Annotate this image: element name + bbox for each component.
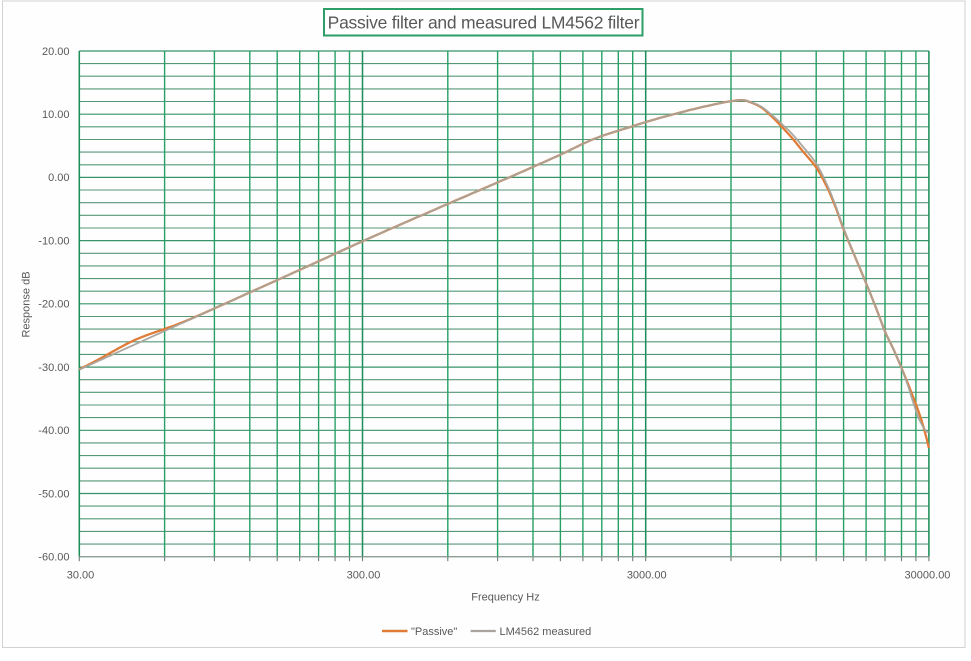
svg-text:10.00: 10.00 <box>42 109 70 121</box>
svg-text:Response dB: Response dB <box>21 271 33 337</box>
svg-text:-30.00: -30.00 <box>38 362 69 374</box>
svg-text:Frequency Hz: Frequency Hz <box>471 592 539 604</box>
svg-text:-50.00: -50.00 <box>38 488 69 500</box>
svg-text:20.00: 20.00 <box>42 46 70 58</box>
svg-text:-40.00: -40.00 <box>38 425 69 437</box>
svg-text:300.00: 300.00 <box>347 570 381 582</box>
svg-text:Passive filter and measured LM: Passive filter and measured LM4562 filte… <box>328 13 640 33</box>
svg-text:"Passive": "Passive" <box>411 626 457 638</box>
svg-text:0.00: 0.00 <box>48 172 69 184</box>
svg-text:30000.00: 30000.00 <box>905 570 951 582</box>
svg-text:-60.00: -60.00 <box>38 552 69 564</box>
svg-text:3000.00: 3000.00 <box>627 570 667 582</box>
svg-text:-10.00: -10.00 <box>38 235 69 247</box>
svg-text:LM4562 measured: LM4562 measured <box>500 626 592 638</box>
svg-text:-20.00: -20.00 <box>38 299 69 311</box>
svg-text:30.00: 30.00 <box>67 570 95 582</box>
